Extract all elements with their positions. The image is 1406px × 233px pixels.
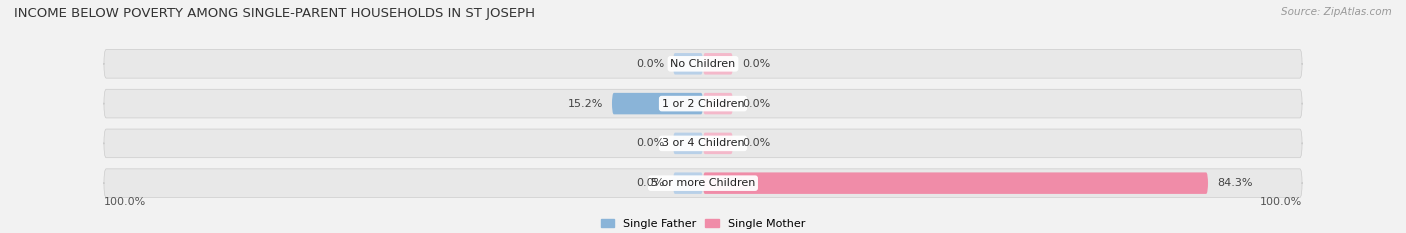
FancyBboxPatch shape — [673, 133, 703, 154]
Text: 5 or more Children: 5 or more Children — [651, 178, 755, 188]
FancyBboxPatch shape — [703, 172, 1208, 194]
FancyBboxPatch shape — [104, 49, 1302, 78]
Text: 0.0%: 0.0% — [742, 59, 770, 69]
Text: 84.3%: 84.3% — [1218, 178, 1253, 188]
Legend: Single Father, Single Mother: Single Father, Single Mother — [600, 219, 806, 229]
FancyBboxPatch shape — [703, 93, 733, 114]
Text: 0.0%: 0.0% — [636, 138, 664, 148]
Text: INCOME BELOW POVERTY AMONG SINGLE-PARENT HOUSEHOLDS IN ST JOSEPH: INCOME BELOW POVERTY AMONG SINGLE-PARENT… — [14, 7, 536, 20]
FancyBboxPatch shape — [673, 53, 703, 75]
FancyBboxPatch shape — [612, 93, 703, 114]
FancyBboxPatch shape — [104, 89, 1302, 118]
Text: 100.0%: 100.0% — [104, 197, 146, 207]
FancyBboxPatch shape — [703, 133, 733, 154]
Text: 0.0%: 0.0% — [636, 178, 664, 188]
Text: 15.2%: 15.2% — [568, 99, 603, 109]
Text: No Children: No Children — [671, 59, 735, 69]
FancyBboxPatch shape — [673, 172, 703, 194]
Text: 100.0%: 100.0% — [1260, 197, 1302, 207]
Text: 0.0%: 0.0% — [742, 99, 770, 109]
Text: 1 or 2 Children: 1 or 2 Children — [662, 99, 744, 109]
Text: 0.0%: 0.0% — [636, 59, 664, 69]
Text: 0.0%: 0.0% — [742, 138, 770, 148]
FancyBboxPatch shape — [104, 129, 1302, 158]
Text: Source: ZipAtlas.com: Source: ZipAtlas.com — [1281, 7, 1392, 17]
FancyBboxPatch shape — [703, 53, 733, 75]
FancyBboxPatch shape — [104, 169, 1302, 198]
Text: 3 or 4 Children: 3 or 4 Children — [662, 138, 744, 148]
